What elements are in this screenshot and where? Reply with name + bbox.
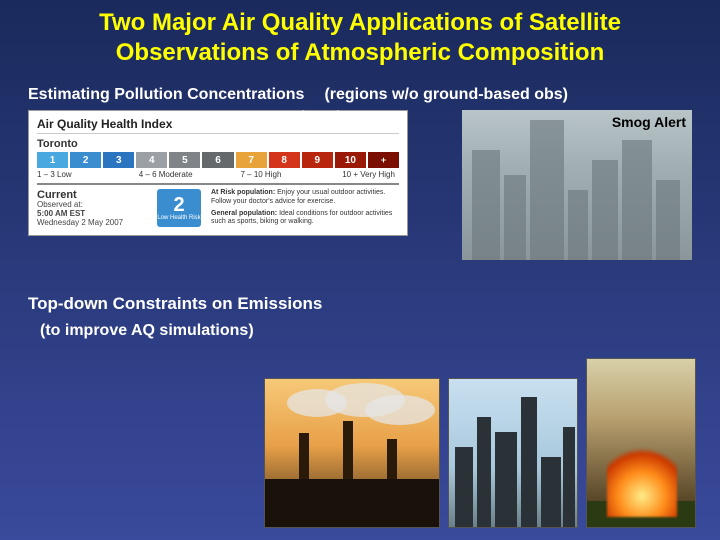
aqhi-observed: Observed at: 5:00 AM EST Wednesday 2 May…	[37, 201, 147, 227]
industry-plant	[265, 479, 439, 527]
aqhi-messages: At Risk population: Enjoy your usual out…	[211, 189, 399, 227]
industry-stack	[387, 439, 397, 479]
smog-building	[530, 120, 564, 260]
aqhi-scale: 12345678910+	[37, 152, 399, 168]
aqhi-legend-item: 10 + Very High	[342, 170, 411, 179]
fire-image	[586, 358, 696, 528]
industry-stack	[299, 433, 309, 479]
section1-right: (regions w/o ground-based obs)	[324, 86, 568, 104]
smog-building	[622, 140, 652, 260]
aqhi-scale-cell: 7	[236, 152, 267, 168]
aqhi-scale-legend: 1 – 3 Low4 – 6 Moderate7 – 10 High10 + V…	[37, 170, 399, 179]
city-image	[448, 378, 578, 528]
aqhi-scale-cell: 8	[269, 152, 300, 168]
aqhi-scale-cell: 5	[169, 152, 200, 168]
smog-building	[504, 175, 526, 260]
aqhi-atrisk: At Risk population: Enjoy your usual out…	[211, 189, 399, 207]
aqhi-scale-cell: 4	[136, 152, 167, 168]
slide-title: Two Major Air Quality Applications of Sa…	[0, 0, 720, 68]
aqhi-current-left: Current Observed at: 5:00 AM EST Wednesd…	[37, 189, 147, 227]
fire-flame	[607, 447, 677, 517]
aqhi-observed-at: Observed at:	[37, 200, 83, 209]
aqhi-scale-cell: 2	[70, 152, 101, 168]
smog-building	[472, 150, 500, 260]
smog-building	[568, 190, 588, 260]
section1-left: Estimating Pollution Concentrations	[28, 86, 304, 104]
aqhi-badge-text: Low Health Risk	[157, 215, 200, 221]
smog-wrap: Smog Alert	[422, 110, 692, 260]
aqhi-scale-cell: 3	[103, 152, 134, 168]
aqhi-general: General population: Ideal conditions for…	[211, 210, 399, 228]
aqhi-legend-item: 4 – 6 Moderate	[139, 170, 237, 179]
section2-sub: (to improve AQ simulations)	[28, 322, 692, 340]
city-building	[541, 457, 561, 527]
industry-plume	[365, 395, 435, 425]
city-building	[563, 427, 575, 527]
city-building	[455, 447, 473, 527]
smog-label: Smog Alert	[612, 114, 686, 130]
middle-row: Air Quality Health Index Toronto 1234567…	[0, 110, 720, 260]
city-building	[521, 397, 537, 527]
aqhi-panel-header: Air Quality Health Index	[37, 117, 399, 134]
city-building	[477, 417, 491, 527]
industry-stack	[343, 421, 353, 479]
section1-headings: Estimating Pollution Concentrations (reg…	[0, 68, 720, 110]
aqhi-scale-cell: 9	[302, 152, 333, 168]
aqhi-legend-item: 7 – 10 High	[240, 170, 338, 179]
aqhi-scale-cell: +	[368, 152, 399, 168]
aqhi-obs-date: Wednesday 2 May 2007	[37, 218, 123, 227]
aqhi-city: Toronto	[37, 138, 399, 150]
aqhi-obs-time: 5:00 AM EST	[37, 209, 85, 218]
industry-image	[264, 378, 440, 528]
aqhi-scale-cell: 6	[202, 152, 233, 168]
section2-heading: Top-down Constraints on Emissions	[28, 294, 692, 314]
aqhi-panel-title: Air Quality Health Index	[37, 117, 172, 131]
aqhi-panel: Air Quality Health Index Toronto 1234567…	[28, 110, 408, 236]
smog-photo: Smog Alert	[462, 110, 692, 260]
aqhi-badge: 2 Low Health Risk	[157, 189, 201, 227]
aqhi-scale-cell: 1	[37, 152, 68, 168]
section2: Top-down Constraints on Emissions (to im…	[0, 260, 720, 340]
smog-building	[592, 160, 618, 260]
aqhi-atrisk-label: At Risk population:	[211, 189, 275, 196]
aqhi-scale-cell: 10	[335, 152, 366, 168]
image-row	[264, 358, 696, 528]
aqhi-label: (AQHI)	[300, 108, 341, 123]
aqhi-legend-item: 1 – 3 Low	[37, 170, 135, 179]
smog-building	[656, 180, 680, 260]
city-building	[495, 432, 517, 527]
aqhi-current: Current Observed at: 5:00 AM EST Wednesd…	[37, 183, 399, 227]
aqhi-badge-value: 2	[173, 195, 184, 215]
aqhi-general-label: General population:	[211, 210, 277, 217]
